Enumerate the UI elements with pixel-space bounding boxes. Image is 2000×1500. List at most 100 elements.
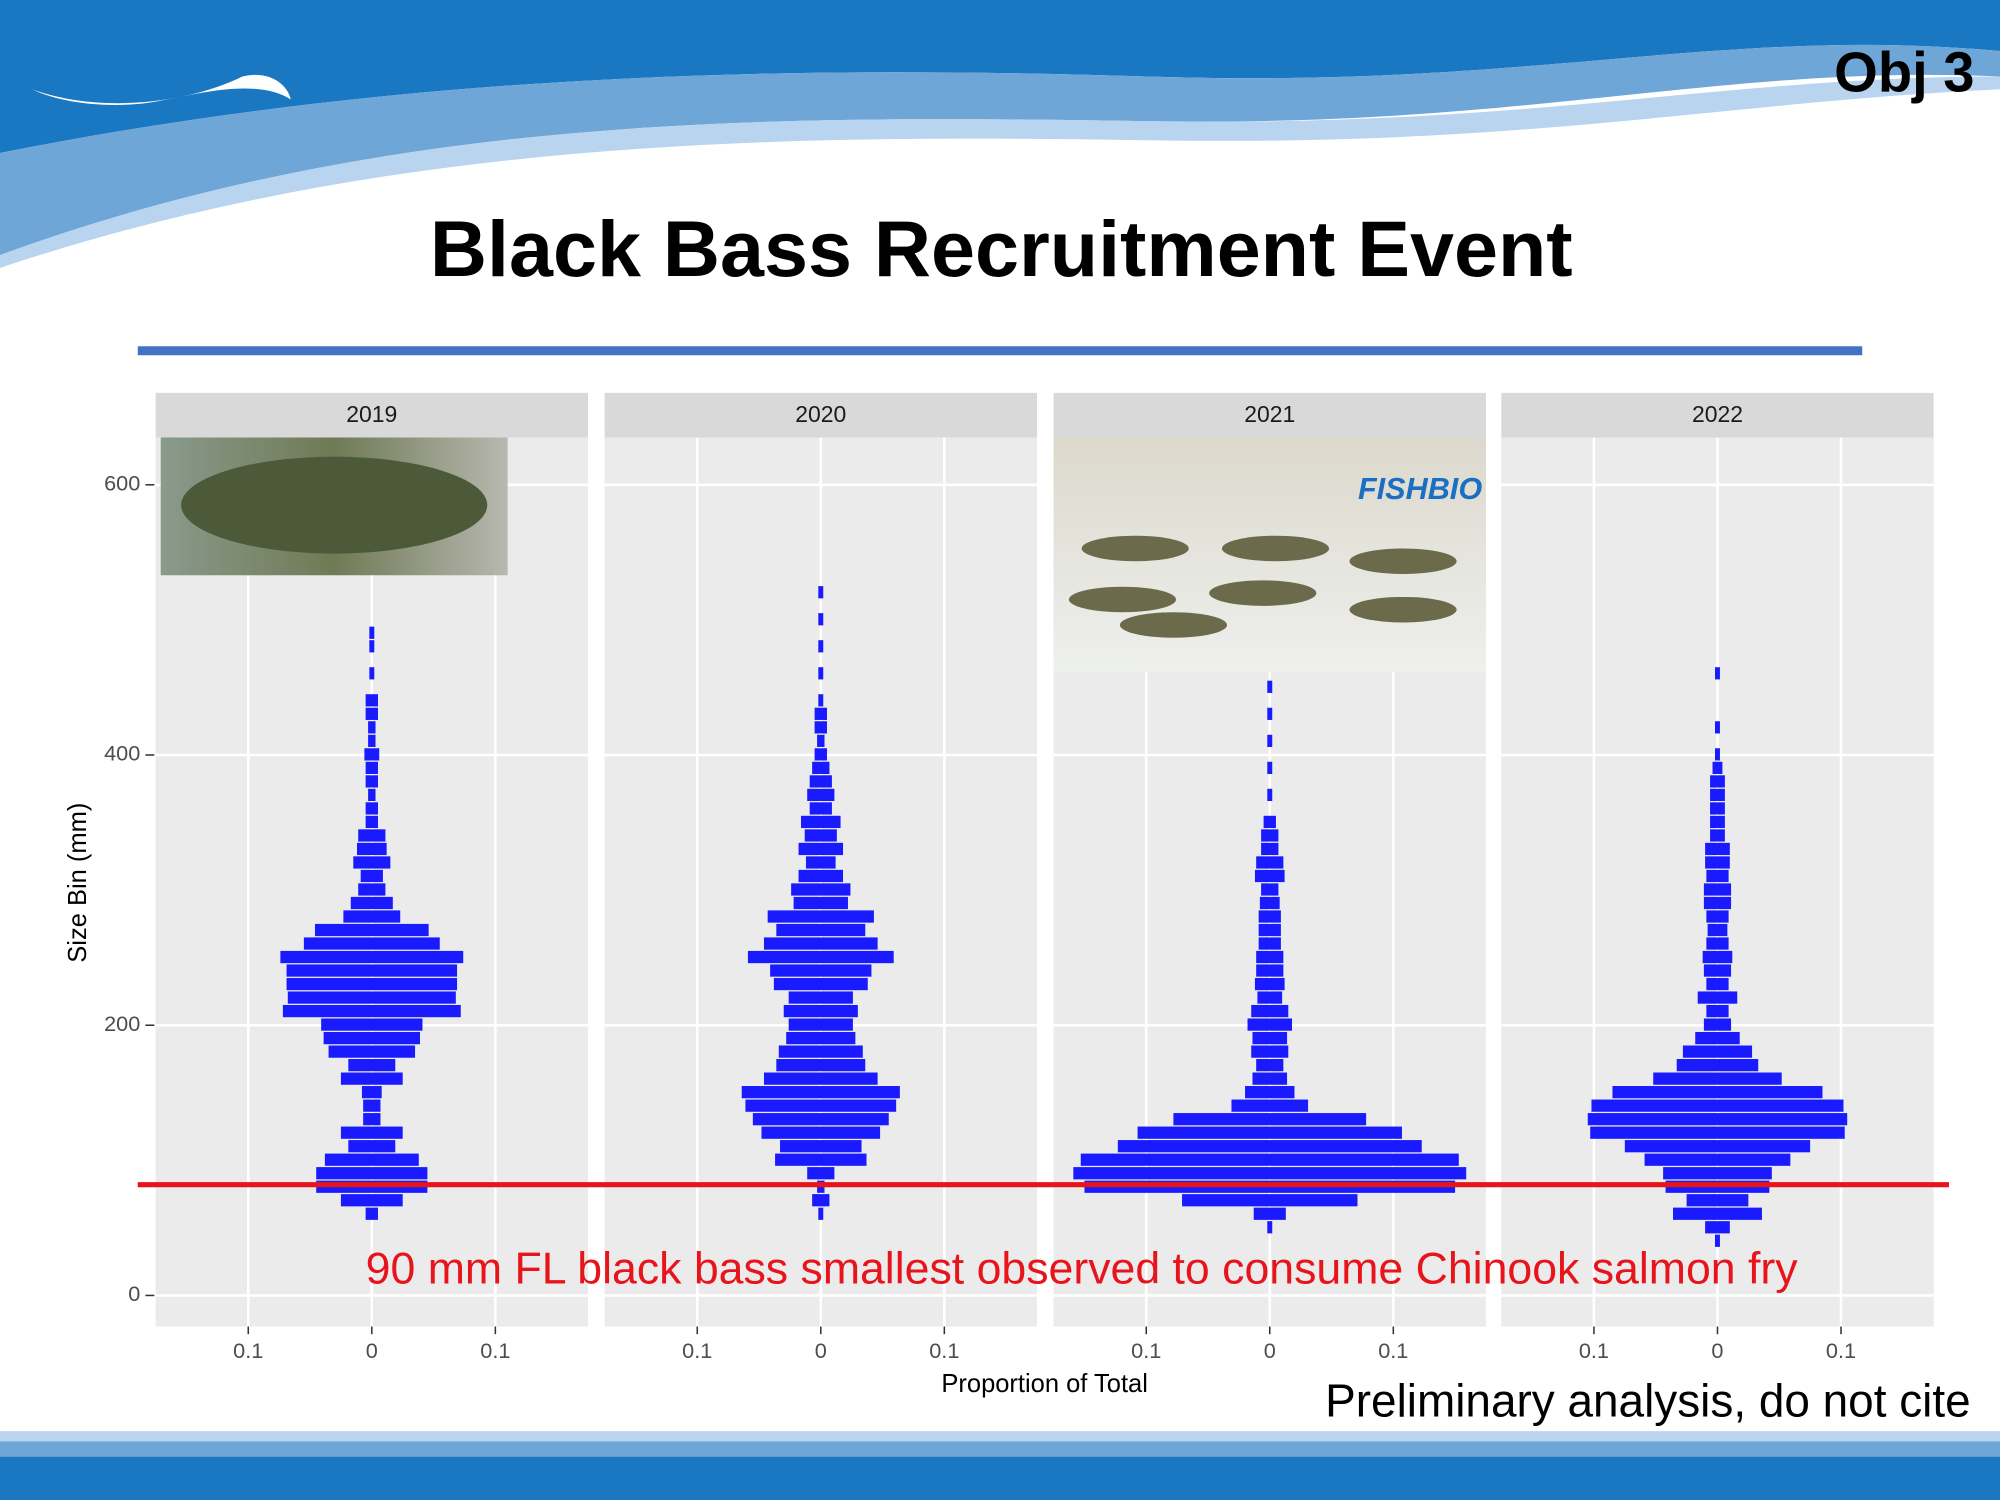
bar bbox=[1267, 707, 1273, 720]
bar bbox=[1676, 1059, 1759, 1072]
bar bbox=[328, 1045, 416, 1058]
bar bbox=[1251, 1045, 1289, 1058]
bar bbox=[776, 923, 866, 937]
strip bbox=[155, 392, 589, 438]
y-tick-label: 400 bbox=[104, 741, 140, 766]
bar bbox=[801, 815, 841, 829]
bar bbox=[340, 1072, 403, 1085]
photo-label: FISHBIO bbox=[1358, 472, 1482, 506]
bar bbox=[363, 1099, 381, 1112]
bar bbox=[1587, 1113, 1848, 1126]
bar bbox=[1703, 883, 1732, 896]
x-tick-label: 0 bbox=[1264, 1338, 1276, 1363]
bar bbox=[818, 640, 824, 653]
slide-title: Black Bass Recruitment Event bbox=[430, 204, 1573, 293]
bar bbox=[1252, 1072, 1288, 1085]
bar bbox=[286, 977, 458, 991]
bar bbox=[1706, 937, 1729, 950]
bar bbox=[321, 1018, 423, 1031]
bar bbox=[361, 1086, 382, 1099]
strip bbox=[604, 392, 1037, 438]
photo-fish bbox=[1349, 596, 1457, 623]
bar bbox=[282, 1004, 461, 1018]
bar bbox=[798, 842, 844, 856]
logo bbox=[31, 74, 291, 105]
facet-title: 2022 bbox=[1692, 401, 1743, 427]
x-axis-label: Proportion of Total bbox=[941, 1370, 1148, 1398]
bar bbox=[1117, 1140, 1422, 1153]
bar bbox=[1267, 680, 1273, 693]
photo-fish bbox=[1081, 535, 1189, 562]
bar bbox=[767, 910, 874, 923]
bar bbox=[1254, 977, 1285, 991]
bar bbox=[368, 734, 376, 747]
bar bbox=[365, 1207, 378, 1220]
bar bbox=[1258, 923, 1281, 937]
bar bbox=[350, 896, 393, 910]
bar bbox=[369, 667, 375, 680]
bar bbox=[1182, 1194, 1358, 1207]
bar bbox=[1137, 1126, 1402, 1139]
bar bbox=[814, 721, 827, 734]
bar bbox=[818, 694, 824, 707]
bar bbox=[1258, 937, 1281, 950]
bar bbox=[1697, 991, 1738, 1004]
bar bbox=[1263, 815, 1276, 829]
bar bbox=[1682, 1045, 1753, 1058]
bar bbox=[1267, 761, 1273, 775]
annotation: 90 mm FL black bass smallest observed to… bbox=[366, 1244, 1799, 1293]
x-tick-label: 0.1 bbox=[480, 1338, 510, 1363]
bar bbox=[1705, 1221, 1730, 1234]
photo-fish bbox=[1068, 586, 1177, 613]
bar bbox=[365, 815, 378, 829]
bar bbox=[280, 950, 464, 964]
bar bbox=[1710, 802, 1725, 815]
strip bbox=[1501, 392, 1934, 438]
bar bbox=[776, 1059, 866, 1072]
photo-fish bbox=[1209, 580, 1317, 606]
y-tick-label: 200 bbox=[104, 1011, 140, 1036]
bar bbox=[1259, 896, 1280, 910]
x-tick-label: 0.1 bbox=[1378, 1338, 1408, 1363]
bar bbox=[353, 856, 391, 869]
photo-fish bbox=[1221, 535, 1330, 562]
bar bbox=[770, 964, 872, 977]
bar bbox=[763, 1072, 878, 1085]
bar bbox=[752, 1113, 889, 1126]
bar bbox=[356, 842, 387, 856]
bar bbox=[1706, 1004, 1729, 1018]
header-wave bbox=[0, 0, 2000, 154]
header-wave bbox=[0, 44, 2000, 256]
bar bbox=[773, 977, 868, 991]
bar bbox=[1267, 1221, 1273, 1234]
bar bbox=[745, 1099, 897, 1112]
bar bbox=[818, 1207, 824, 1220]
bar bbox=[365, 802, 378, 815]
bar bbox=[1710, 775, 1725, 788]
bar bbox=[1267, 734, 1273, 747]
bar bbox=[363, 1113, 381, 1126]
bar bbox=[793, 896, 848, 910]
bar bbox=[761, 1126, 881, 1139]
bar bbox=[1073, 1167, 1467, 1180]
x-tick-label: 0.1 bbox=[233, 1338, 263, 1363]
bar bbox=[1710, 829, 1725, 842]
bar bbox=[1705, 842, 1730, 856]
bar bbox=[1080, 1153, 1459, 1166]
bar bbox=[1261, 883, 1279, 896]
bar bbox=[286, 964, 458, 977]
x-tick-label: 0 bbox=[366, 1338, 378, 1363]
bar bbox=[1705, 856, 1730, 869]
x-tick-label: 0 bbox=[1711, 1338, 1723, 1363]
bar bbox=[1653, 1072, 1782, 1085]
footer-band bbox=[0, 1431, 2000, 1442]
bar bbox=[778, 1045, 863, 1058]
bar bbox=[360, 869, 383, 883]
x-tick-label: 0.1 bbox=[1826, 1338, 1856, 1363]
bar bbox=[287, 991, 456, 1004]
x-tick-label: 0.1 bbox=[1131, 1338, 1161, 1363]
footer-band bbox=[0, 1441, 2000, 1457]
bar bbox=[1703, 964, 1732, 977]
